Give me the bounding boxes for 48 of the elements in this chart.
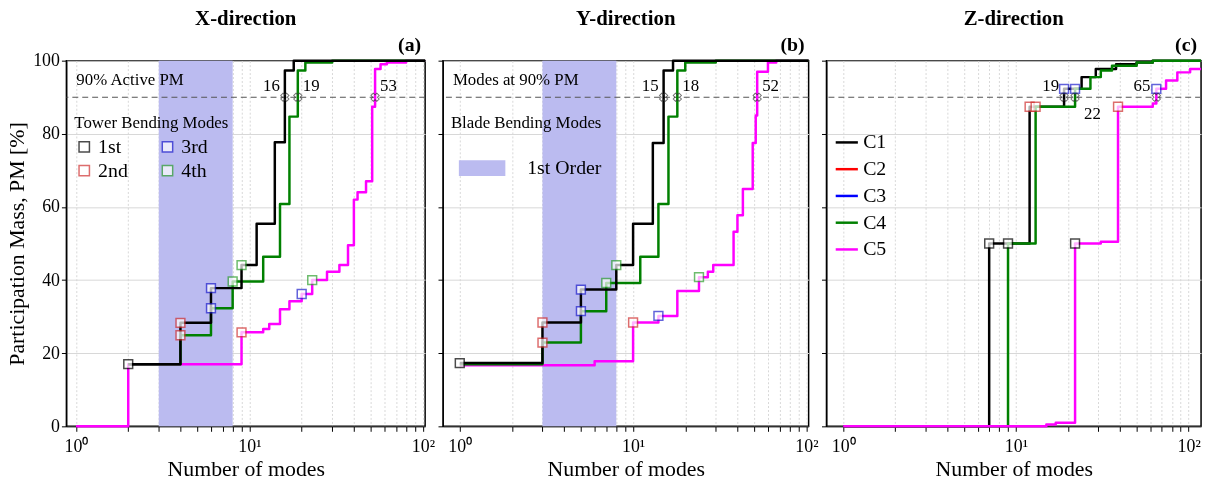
chart-title: Y-direction xyxy=(576,5,676,30)
legend-title: Blade Bending Modes xyxy=(450,113,602,133)
y-axis-title: Participation Mass, PM [%] xyxy=(5,122,30,366)
legend-label: C5 xyxy=(863,237,887,260)
x-axis-title: Number of modes xyxy=(935,457,1093,482)
x-axis-title: Number of modes xyxy=(547,457,705,482)
annotation: 16 xyxy=(263,76,280,96)
x-tick-label: 10⁰ xyxy=(64,435,89,456)
legend-title: Tower Bending Modes xyxy=(74,113,229,133)
annotation: 65 xyxy=(1133,76,1151,96)
x-tick-label: 10¹ xyxy=(1004,435,1029,456)
legend-label: C3 xyxy=(863,183,887,206)
y-tick-label: 100 xyxy=(33,50,61,71)
x-tick-label: 10⁰ xyxy=(448,435,473,456)
annotation: 15 xyxy=(641,76,659,96)
ref-line-label: Modes at 90% PM xyxy=(452,70,579,90)
annotation: 22 xyxy=(1083,104,1101,124)
annotation: 52 xyxy=(762,76,779,96)
annotation: 18 xyxy=(682,76,700,96)
ref-line-label: 90% Active PM xyxy=(76,70,184,90)
legend-label: 3rd xyxy=(181,134,208,157)
legend-label: C4 xyxy=(863,210,887,233)
x-tick-label: 10¹ xyxy=(238,435,262,456)
legend-label: C2 xyxy=(863,157,887,180)
legend-label: 4th xyxy=(181,158,207,181)
chart-title: Z-direction xyxy=(963,5,1065,30)
text: (a) xyxy=(398,32,422,56)
text: (c) xyxy=(1175,32,1198,56)
x-tick-label: 10¹ xyxy=(621,435,646,456)
text: (b) xyxy=(780,32,805,56)
x-axis-title: Number of modes xyxy=(167,457,325,482)
x-tick-label: 10² xyxy=(411,435,435,456)
legend-label: 1st xyxy=(98,134,122,157)
annotation: 53 xyxy=(380,76,397,96)
y-tick-label: 40 xyxy=(42,269,61,290)
x-tick-label: 10² xyxy=(795,435,819,456)
y-tick-label: 20 xyxy=(42,342,61,363)
chart-title: X-direction xyxy=(195,5,297,30)
legend-label: 2nd xyxy=(98,158,128,181)
y-tick-label: 80 xyxy=(42,123,61,144)
annotation: 19 xyxy=(1042,76,1060,96)
x-tick-label: 10⁰ xyxy=(831,435,856,456)
y-tick-label: 0 xyxy=(51,415,61,436)
annotation: 19 xyxy=(302,76,320,96)
legend-label: C1 xyxy=(863,130,887,153)
band-label: 1st Order xyxy=(527,156,602,179)
y-tick-label: 60 xyxy=(42,196,61,217)
x-tick-label: 10² xyxy=(1177,435,1201,456)
